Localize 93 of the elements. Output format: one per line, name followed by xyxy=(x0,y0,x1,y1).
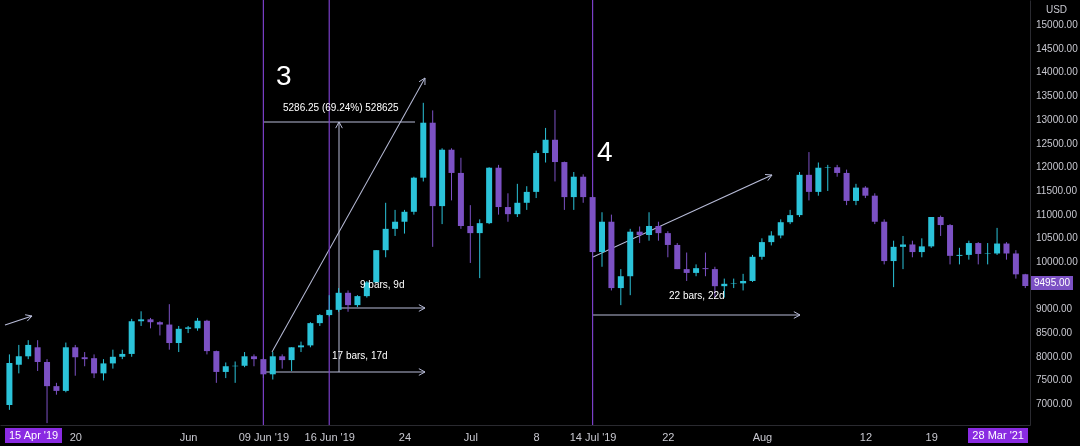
y-tick-label: 14000.00 xyxy=(1036,66,1079,78)
x-tick-label: Jul xyxy=(463,430,478,443)
candlestick xyxy=(787,209,794,225)
candlestick xyxy=(702,252,709,277)
candlestick xyxy=(693,263,700,277)
candlestick xyxy=(166,303,173,351)
candlestick xyxy=(965,240,972,261)
x-tick-label: 8 xyxy=(533,430,540,443)
candlestick xyxy=(448,147,455,201)
candlestick xyxy=(504,192,511,223)
candlestick xyxy=(900,235,907,270)
candlestick xyxy=(918,237,925,258)
candlestick xyxy=(185,325,192,334)
y-tick-label: 13500.00 xyxy=(1036,90,1079,102)
candlestick xyxy=(25,339,32,360)
x-tick-label: 14 Jul '19 xyxy=(569,430,617,443)
candlestick xyxy=(975,241,982,265)
candlestick xyxy=(109,349,116,370)
candlestick xyxy=(382,202,389,258)
candlestick xyxy=(156,320,163,336)
candlestick xyxy=(100,358,107,381)
x-tick-label: 22 xyxy=(662,430,675,443)
candlestick xyxy=(824,164,831,192)
text: 9495.00 xyxy=(1031,276,1074,290)
y-tick-label: 12500.00 xyxy=(1036,137,1079,149)
candlestick xyxy=(523,185,530,211)
annotation: 3 xyxy=(276,60,292,91)
candlestick xyxy=(514,183,521,218)
candlestick xyxy=(401,209,408,235)
candlestick xyxy=(72,344,79,377)
candlestick xyxy=(994,227,1001,256)
candlestick xyxy=(937,215,944,237)
x-tick-label: Jun xyxy=(179,430,198,443)
candlestick xyxy=(15,344,22,374)
x-tick-label: 09 Jun '19 xyxy=(238,430,290,443)
candlestick xyxy=(91,353,98,379)
y-tick-label: 11000.00 xyxy=(1036,208,1078,220)
x-tick-label: 16 Jun '19 xyxy=(304,430,355,443)
x-tick-label: 19 xyxy=(925,430,938,443)
candlestick xyxy=(476,218,483,279)
annotation: 22 bars, 22d xyxy=(669,290,725,301)
candlestick xyxy=(260,357,267,379)
y-tick-label: 8500.00 xyxy=(1036,327,1073,339)
candlestick xyxy=(542,127,549,164)
candlestick xyxy=(683,252,690,282)
y-tick-label: 8000.00 xyxy=(1036,350,1073,362)
candlestick xyxy=(646,211,653,242)
text: 28 Mar '21 xyxy=(968,428,1028,443)
candlestick xyxy=(335,287,342,313)
candlestick xyxy=(890,240,897,288)
candlestick xyxy=(777,218,784,239)
candlestick xyxy=(288,346,295,372)
candlestick xyxy=(852,183,859,206)
candlestick xyxy=(307,321,314,348)
y-tick-label: 10500.00 xyxy=(1036,232,1079,244)
candlestick xyxy=(664,230,671,258)
candlestick xyxy=(175,325,182,353)
candlestick xyxy=(1012,249,1019,280)
y-tick-label: 7500.00 xyxy=(1036,374,1073,386)
candlestick xyxy=(213,350,220,384)
y-tick-label: 7000.00 xyxy=(1036,398,1073,410)
text: 15 Apr '19 xyxy=(5,428,63,443)
candlestick xyxy=(138,310,145,327)
candlestick xyxy=(298,341,304,353)
y-tick-label: 12000.00 xyxy=(1036,161,1079,173)
candlestick xyxy=(580,173,587,204)
candlestick xyxy=(467,204,474,264)
candlestick xyxy=(250,353,257,367)
candlestick xyxy=(570,171,577,211)
candlestick xyxy=(617,268,624,306)
annotation: 17 bars, 17d xyxy=(332,350,388,361)
candlestick xyxy=(34,339,41,372)
candlestick xyxy=(758,237,765,261)
candlestick xyxy=(655,221,662,242)
candlestick xyxy=(805,151,812,201)
candlestick xyxy=(392,209,399,237)
y-tick-label: 15000.00 xyxy=(1036,19,1079,31)
candlestick xyxy=(269,351,276,381)
y-tick-label: 13000.00 xyxy=(1036,113,1079,125)
x-tick-label: 24 xyxy=(398,430,412,443)
candlestick xyxy=(984,242,991,265)
x-tick-label: 12 xyxy=(859,430,873,443)
annotation: 4 xyxy=(597,136,613,167)
y-tick-label: 9000.00 xyxy=(1036,303,1073,315)
y-axis-title: USD xyxy=(1045,3,1068,15)
candlestick xyxy=(551,109,558,182)
y-tick-label: 10000.00 xyxy=(1036,256,1079,268)
candlestick xyxy=(326,294,333,317)
y-tick-label: 11500.00 xyxy=(1036,184,1078,196)
x-tick-label: 20 xyxy=(69,430,82,443)
x-tick-label: Aug xyxy=(752,430,773,443)
y-tick-label: 14500.00 xyxy=(1036,42,1079,54)
candlestick xyxy=(345,289,352,313)
